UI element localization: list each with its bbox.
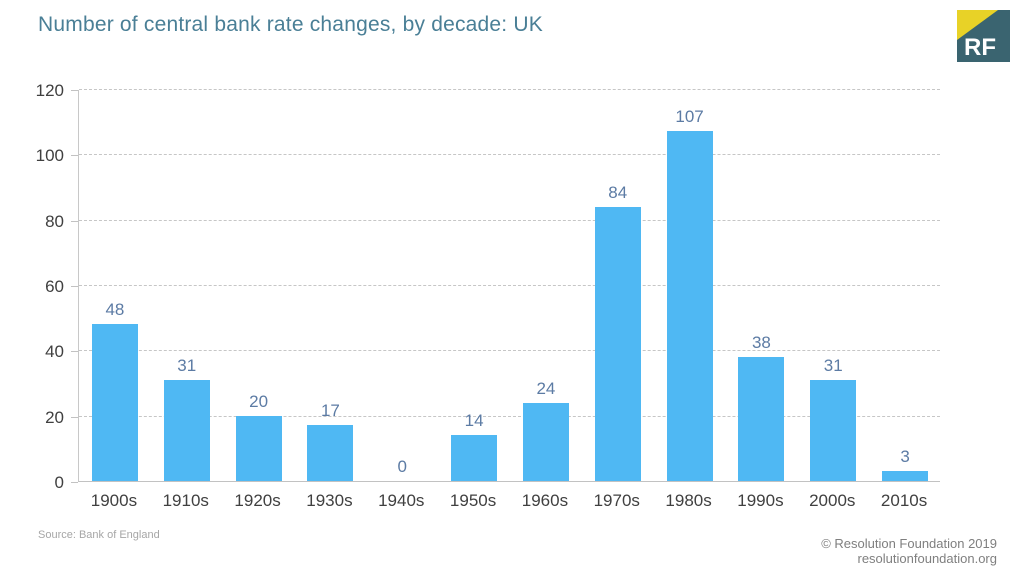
bar-value-label-1980s: 107 [675, 107, 704, 127]
bar-1960s [522, 402, 569, 481]
x-axis-tick-label-1940s: 1940s [378, 491, 425, 510]
bar-2000s [810, 379, 857, 481]
x-axis-tick-label-1910s: 1910s [162, 491, 209, 510]
gridline-y120 [79, 89, 940, 90]
x-axis-tick-label-1960s: 1960s [521, 491, 569, 510]
footer-credit: © Resolution Foundation 2019 resolutionf… [821, 536, 998, 567]
bar-value-label-1940s: 0 [397, 457, 407, 476]
y-axis-tick-label: 120 [35, 81, 64, 100]
bar-2010s [882, 471, 929, 481]
bar-1980s [666, 131, 713, 481]
x-axis-tick-label-1980s: 1980s [665, 491, 712, 510]
website-line: resolutionfoundation.org [857, 550, 998, 566]
y-axis-tick-mark [71, 482, 78, 483]
y-axis-tick-mark [71, 220, 78, 222]
y-axis-tick-label: 60 [45, 277, 64, 296]
source-note: Source: Bank of England [38, 529, 160, 541]
x-axis-tick-label-2010s: 2010s [880, 491, 928, 510]
bar-value-label-1970s: 84 [608, 182, 628, 202]
bar-value-label-1920s: 20 [249, 391, 269, 411]
bar-1970s [594, 206, 641, 481]
bar-1950s [451, 435, 498, 481]
x-axis-tick-label-1950s: 1950s [449, 491, 497, 510]
x-axis-tick-label-2000s: 2000s [809, 491, 856, 510]
bar-chart-plot-area: 48 31 20 17 0 14 24 84 107 38 31 3 [78, 89, 940, 482]
x-axis-tick-label-1970s: 1970s [593, 491, 640, 510]
bar-value-label-1930s: 17 [320, 401, 340, 421]
resolution-foundation-logo: RF [957, 10, 1010, 62]
x-axis-tick-label-1900s: 1900s [90, 491, 138, 510]
y-axis-tick-mark [71, 286, 78, 287]
bar-value-label-1910s: 31 [177, 355, 197, 375]
gridline-y60 [79, 285, 940, 286]
gridline-y40 [79, 350, 940, 352]
gridline-y100 [79, 154, 940, 156]
bar-value-label-1990s: 38 [751, 332, 771, 352]
bar-value-label-1950s: 14 [464, 411, 484, 431]
x-axis-tick-label-1920s: 1920s [234, 491, 281, 510]
y-axis-tick-label: 20 [45, 407, 64, 427]
bar-1920s [235, 415, 282, 481]
bar-value-label-2010s: 3 [900, 447, 910, 467]
y-axis-tick-label: 0 [54, 473, 64, 492]
bar-value-label-2000s: 31 [823, 355, 843, 375]
chart-title: Number of central bank rate changes, by … [38, 13, 543, 36]
y-axis-tick-mark [71, 90, 78, 91]
bar-value-label-1900s: 48 [105, 300, 125, 320]
bar-1990s [738, 356, 785, 481]
copyright-line: © Resolution Foundation 2019 [821, 536, 997, 551]
x-axis-tick-label-1930s: 1930s [306, 491, 353, 510]
rf-logo-text: RF [964, 34, 996, 61]
bar-1910s [163, 379, 210, 481]
bar-1930s [307, 425, 354, 481]
y-axis-tick-label: 40 [45, 342, 64, 362]
y-axis-tick-mark [71, 416, 78, 418]
bar-value-label-1960s: 24 [536, 378, 556, 398]
bar-1900s [91, 324, 138, 481]
y-axis-tick-mark [71, 351, 78, 353]
gridline-y20 [79, 415, 940, 417]
y-axis-tick-label: 100 [35, 146, 64, 166]
gridline-y80 [79, 219, 940, 221]
y-axis-tick-mark [71, 155, 78, 157]
x-axis-tick-label-1990s: 1990s [737, 491, 784, 510]
y-axis-tick-label: 80 [45, 211, 64, 231]
rf-logo-icon: RF [957, 10, 1010, 62]
